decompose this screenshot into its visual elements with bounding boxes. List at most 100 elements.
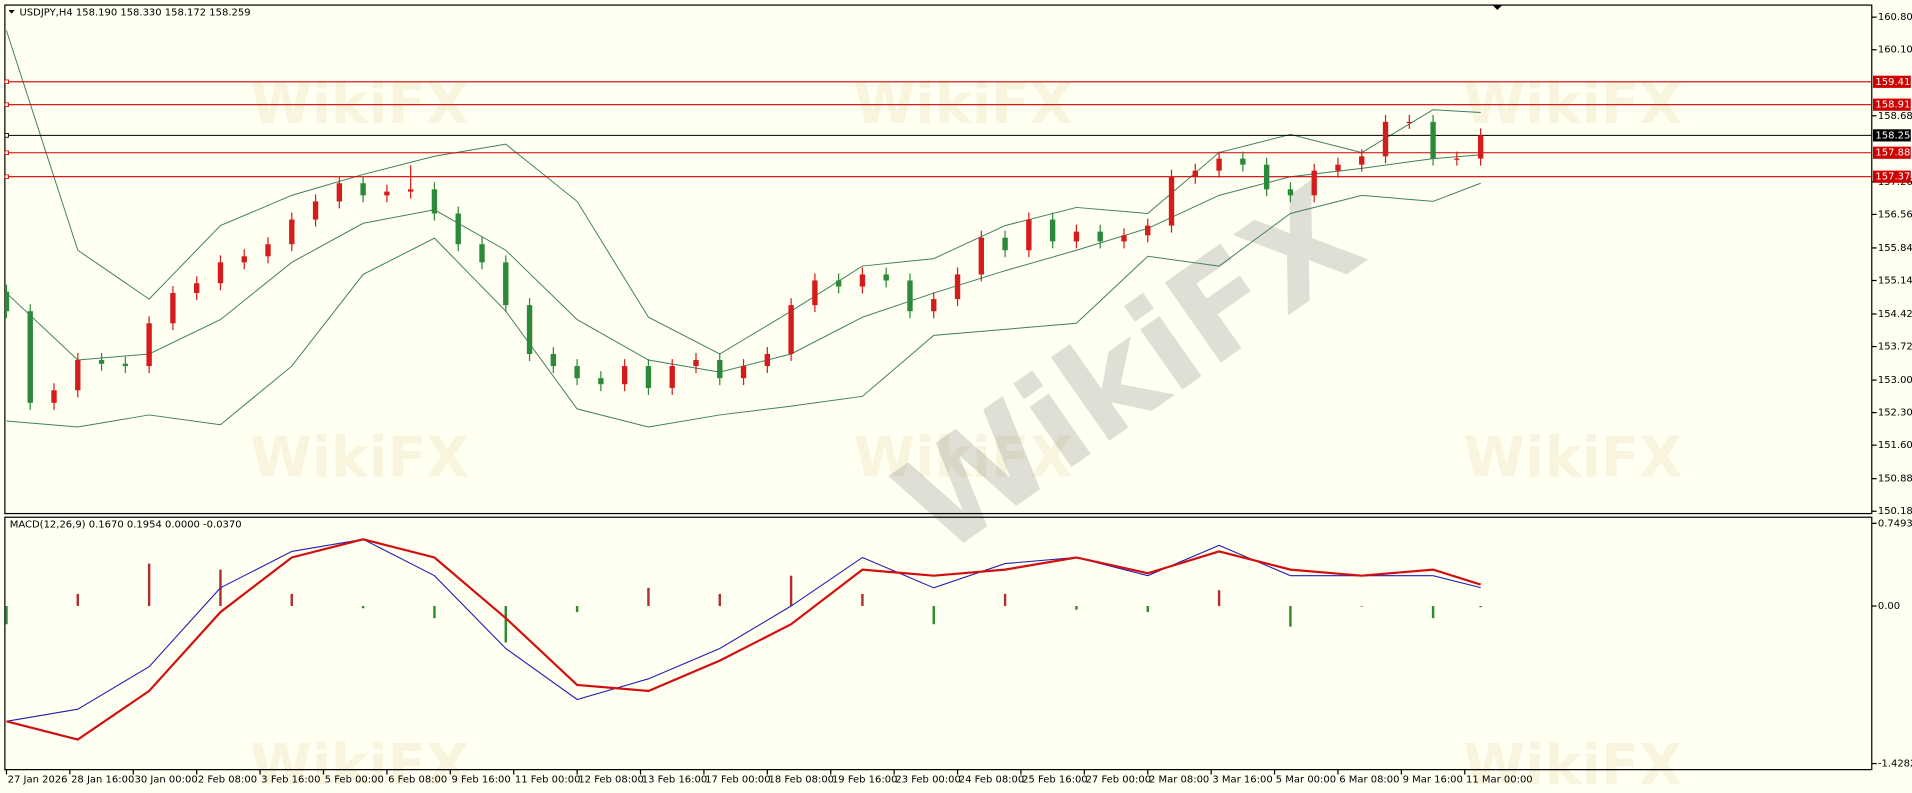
level-label-box xyxy=(1872,98,1911,111)
candle-body xyxy=(1287,189,1294,196)
y-tick-label: 155.840 xyxy=(1878,243,1912,254)
y-tick-label: 160.100 xyxy=(1878,45,1912,56)
macd-histogram-bar xyxy=(789,575,793,607)
candle-body xyxy=(27,311,33,403)
x-tick-label: 3 Feb 16:00 xyxy=(261,774,320,785)
candle-body xyxy=(931,299,937,312)
candle-body xyxy=(598,378,604,385)
bollinger-upper xyxy=(5,30,1481,355)
chart-title: USDJPY,H4 158.190 158.330 158.172 158.25… xyxy=(20,7,251,18)
macd-histogram-bar xyxy=(76,593,80,607)
macd-histogram-bar xyxy=(861,593,864,607)
macd-histogram-bar xyxy=(290,593,294,607)
candle-body xyxy=(407,189,414,192)
candle-body xyxy=(336,183,343,202)
level-label-box xyxy=(1872,146,1911,159)
candle-body xyxy=(98,360,105,364)
candle-body xyxy=(669,366,675,388)
x-tick-label: 5 Feb 00:00 xyxy=(325,774,384,785)
price-plot xyxy=(4,30,1872,428)
candle-body xyxy=(526,305,533,354)
candle-body xyxy=(1359,156,1365,165)
y-tick-label: 150.180 xyxy=(1878,506,1912,517)
x-tick-label: 23 Feb 00:00 xyxy=(895,774,961,785)
y-tick-label: 152.300 xyxy=(1878,408,1912,419)
macd-histogram-bar xyxy=(1431,606,1435,619)
candle-body xyxy=(75,360,81,391)
candle-body xyxy=(1121,235,1127,242)
macd-histogram-bar xyxy=(1003,593,1007,607)
bollinger-middle xyxy=(6,154,1481,373)
candle-body xyxy=(146,323,152,367)
candle-body xyxy=(574,366,580,379)
x-tick-label: 11 Mar 00:00 xyxy=(1466,774,1533,785)
macd-histogram-bar xyxy=(1289,606,1292,627)
level-label: 157.886 xyxy=(1875,148,1912,159)
x-tick-label: 3 Mar 16:00 xyxy=(1212,774,1272,785)
macd-histogram-bar xyxy=(433,606,436,619)
y-tick-label: 156.560 xyxy=(1878,209,1912,220)
level-label: 158.259 xyxy=(1875,130,1912,141)
x-tick-label: 9 Feb 16:00 xyxy=(452,774,511,785)
macd-histogram-bar xyxy=(718,593,721,607)
candle-body xyxy=(907,280,913,312)
macd-histogram-bar xyxy=(5,606,8,625)
candle-body xyxy=(1073,231,1080,242)
x-tick-label: 5 Mar 00:00 xyxy=(1276,774,1336,785)
macd-histogram-bar xyxy=(647,587,650,607)
candle-body xyxy=(859,274,866,287)
x-tick-label: 2 Feb 08:00 xyxy=(198,774,257,785)
x-tick-label: 25 Feb 16:00 xyxy=(1022,774,1088,785)
level-label: 159.411 xyxy=(1875,77,1912,88)
menu-arrow xyxy=(8,9,15,14)
watermark: WikiFX xyxy=(250,733,469,793)
watermark: WikiFX xyxy=(1463,426,1682,491)
candle-body xyxy=(717,360,723,379)
candle-body xyxy=(1311,170,1317,196)
macd-histogram-bar xyxy=(1360,606,1363,607)
level-marker xyxy=(4,79,9,85)
level-label-box xyxy=(1872,75,1911,88)
y-tick-label: 153.000 xyxy=(1878,375,1912,386)
candle-body xyxy=(289,219,295,245)
candle-body xyxy=(1002,237,1008,251)
x-tick-label: 9 Mar 16:00 xyxy=(1403,774,1463,785)
price-panel xyxy=(4,4,1873,515)
candle-body xyxy=(788,305,794,354)
level-label-box xyxy=(1872,129,1911,142)
candle-body xyxy=(1406,121,1412,124)
macd-histogram-bar xyxy=(1479,606,1482,608)
x-tick-label: 18 Feb 08:00 xyxy=(769,774,835,785)
x-tick-label: 13 Feb 16:00 xyxy=(642,774,708,785)
level-marker xyxy=(4,174,9,179)
candle-body xyxy=(4,291,10,312)
candle-body xyxy=(431,189,438,214)
candle-body xyxy=(1263,164,1270,190)
x-tick-label: 19 Feb 16:00 xyxy=(832,774,898,785)
candle-body xyxy=(193,283,200,294)
x-tick-label: 11 Feb 00:00 xyxy=(515,774,581,785)
watermark: WikiFX xyxy=(250,426,469,491)
macd-title: MACD(12,26,9) 0.1670 0.1954 0.0000 -0.03… xyxy=(10,520,242,531)
macd-histogram-bar xyxy=(1075,606,1078,610)
macd-histogram-bar xyxy=(147,563,151,607)
candle-body xyxy=(1026,219,1032,251)
candle-body xyxy=(455,213,461,245)
macd-histogram-bar xyxy=(504,606,507,643)
candle-body xyxy=(978,237,984,275)
macd-line xyxy=(6,538,1481,741)
level-marker xyxy=(4,102,9,107)
y-tick-label: 155.140 xyxy=(1878,275,1912,286)
candle-body xyxy=(1477,135,1484,159)
level-label: 157.371 xyxy=(1875,172,1912,183)
macd-histogram-bar xyxy=(932,606,935,625)
candle-body xyxy=(645,366,652,388)
x-tick-label: 27 Feb 00:00 xyxy=(1086,774,1152,785)
candle-body xyxy=(265,244,271,257)
bollinger-lower xyxy=(6,182,1481,428)
candle-body xyxy=(1168,176,1175,226)
macd-plot xyxy=(5,538,1482,741)
candle-body xyxy=(170,293,176,324)
level-label: 158.919 xyxy=(1875,100,1912,111)
y-tick-label: 160.800 xyxy=(1878,12,1912,23)
